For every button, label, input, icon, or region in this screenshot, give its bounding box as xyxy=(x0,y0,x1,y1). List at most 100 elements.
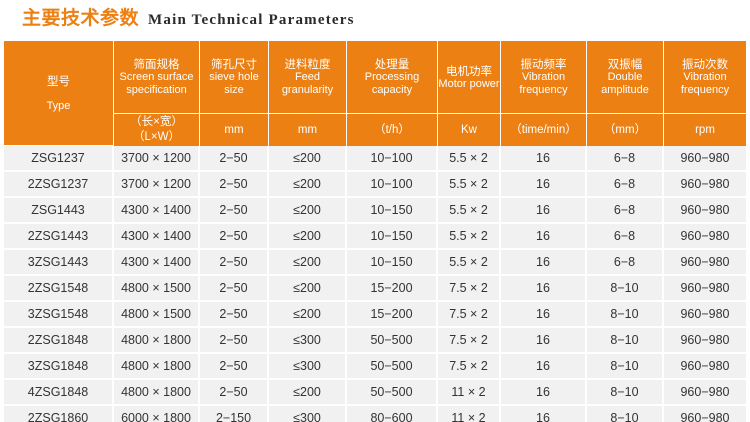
header-col-type-cn: 型号 xyxy=(47,73,70,88)
cell-sieve-hole: 2−50 xyxy=(200,172,269,198)
header-col-vibration-frequency: 振动频率 Vibration frequency xyxy=(501,41,587,114)
cell-motor-power: 7.5 × 2 xyxy=(438,302,501,328)
cell-vibration-frequency: 16 xyxy=(501,250,587,276)
cell-double-amplitude: 8−10 xyxy=(587,302,664,328)
cell-vibration-frequency: 16 xyxy=(501,380,587,406)
cell-feed-granularity: ≤300 xyxy=(269,354,347,380)
cell-motor-power: 5.5 × 2 xyxy=(438,172,501,198)
cell-type: 2ZSG1443 xyxy=(4,224,114,250)
cell-double-amplitude: 6−8 xyxy=(587,146,664,172)
cell-feed-granularity: ≤300 xyxy=(269,328,347,354)
unit-sieve-hole: mm xyxy=(200,114,269,146)
cell-vibration-count: 960−980 xyxy=(664,380,746,406)
cell-screen-surface: 4800 × 1500 xyxy=(114,302,200,328)
cell-type: 2ZSG1848 xyxy=(4,328,114,354)
cell-screen-surface: 4800 × 1800 xyxy=(114,328,200,354)
header-col-motor-power: 电机功率 Motor power xyxy=(438,41,501,114)
cell-vibration-frequency: 16 xyxy=(501,276,587,302)
cell-processing-capacity: 50−500 xyxy=(347,354,438,380)
cell-vibration-count: 960−980 xyxy=(664,328,746,354)
cell-sieve-hole: 2−50 xyxy=(200,328,269,354)
unit-motor-power: Kw xyxy=(438,114,501,146)
cell-type: 2ZSG1548 xyxy=(4,276,114,302)
table-row: 2ZSG1548 4800 × 1500 2−50 ≤200 15−200 7.5 × 2… xyxy=(4,276,746,302)
cell-processing-capacity: 10−100 xyxy=(347,146,438,172)
cell-vibration-frequency: 16 xyxy=(501,146,587,172)
cell-screen-surface: 6000 × 1800 xyxy=(114,406,200,422)
table-row: 2ZSG1860 6000 × 1800 2−150 ≤300 80−600 11 × 2… xyxy=(4,406,746,422)
header-col-feed-granularity: 进料粒度 Feed granularity xyxy=(269,41,347,114)
cell-double-amplitude: 8−10 xyxy=(587,354,664,380)
unit-screen-surface-en: （L×W） xyxy=(133,131,180,143)
cell-sieve-hole: 2−50 xyxy=(200,250,269,276)
cell-type: ZSG1443 xyxy=(4,198,114,224)
cell-feed-granularity: ≤200 xyxy=(269,146,347,172)
cell-vibration-count: 960−980 xyxy=(664,250,746,276)
cell-screen-surface: 4800 × 1800 xyxy=(114,354,200,380)
table-row: 3ZSG1548 4800 × 1500 2−50 ≤200 15−200 7.5 × 2… xyxy=(4,302,746,328)
cell-motor-power: 5.5 × 2 xyxy=(438,146,501,172)
cell-vibration-frequency: 16 xyxy=(501,302,587,328)
cell-processing-capacity: 15−200 xyxy=(347,302,438,328)
header-col-motor-power-en: Motor power xyxy=(438,77,500,90)
cell-screen-surface: 3700 × 1200 xyxy=(114,146,200,172)
cell-motor-power: 11 × 2 xyxy=(438,380,501,406)
table-header: 型号 Type 筛面规格 Screen surface specificatio… xyxy=(4,41,746,146)
cell-vibration-count: 960−980 xyxy=(664,354,746,380)
cell-motor-power: 5.5 × 2 xyxy=(438,250,501,276)
spec-table-container: 型号 Type 筛面规格 Screen surface specificatio… xyxy=(4,41,746,422)
header-row-titles: 型号 Type 筛面规格 Screen surface specificatio… xyxy=(4,41,746,146)
cell-type: ZSG1237 xyxy=(4,146,114,172)
header-col-feed-granularity-cn: 进料粒度 xyxy=(284,57,331,71)
header-col-vibration-count: 振动次数 Vibration frequency xyxy=(664,41,746,114)
header-col-processing-capacity-en: Processing capacity xyxy=(364,71,420,96)
cell-double-amplitude: 8−10 xyxy=(587,328,664,354)
cell-processing-capacity: 50−500 xyxy=(347,328,438,354)
cell-motor-power: 11 × 2 xyxy=(438,406,501,422)
cell-type: 3ZSG1848 xyxy=(4,354,114,380)
cell-double-amplitude: 8−10 xyxy=(587,406,664,422)
cell-vibration-count: 960−980 xyxy=(664,224,746,250)
cell-sieve-hole: 2−50 xyxy=(200,276,269,302)
technical-parameters-table: 型号 Type 筛面规格 Screen surface specificatio… xyxy=(4,41,746,422)
header-col-type-en: Type xyxy=(46,99,71,112)
cell-motor-power: 7.5 × 2 xyxy=(438,328,501,354)
cell-sieve-hole: 2−50 xyxy=(200,302,269,328)
cell-processing-capacity: 10−150 xyxy=(347,198,438,224)
header-col-motor-power-cn: 电机功率 xyxy=(446,63,492,78)
cell-feed-granularity: ≤200 xyxy=(269,198,347,224)
unit-vibration-frequency: （time/min） xyxy=(501,114,587,146)
cell-sieve-hole: 2−50 xyxy=(200,224,269,250)
table-row: 2ZSG1443 4300 × 1400 2−50 ≤200 10−150 5.5 × 2… xyxy=(4,224,746,250)
header-col-type: 型号 Type xyxy=(4,41,114,146)
cell-feed-granularity: ≤200 xyxy=(269,380,347,406)
cell-vibration-count: 960−980 xyxy=(664,172,746,198)
cell-vibration-frequency: 16 xyxy=(501,198,587,224)
cell-sieve-hole: 2−50 xyxy=(200,198,269,224)
header-col-vibration-frequency-cn: 振动频率 xyxy=(520,57,567,71)
header-col-screen-surface-en: Screen surface specification xyxy=(119,71,194,96)
table-row: 3ZSG1848 4800 × 1800 2−50 ≤300 50−500 7.5 × 2… xyxy=(4,354,746,380)
cell-processing-capacity: 10−150 xyxy=(347,224,438,250)
header-col-screen-surface-cn: 筛面规格 xyxy=(133,57,180,71)
header-col-screen-surface: 筛面规格 Screen surface specification xyxy=(114,41,200,114)
header-col-vibration-frequency-en: Vibration frequency xyxy=(519,71,568,96)
cell-processing-capacity: 10−150 xyxy=(347,250,438,276)
cell-sieve-hole: 2−50 xyxy=(200,380,269,406)
header-col-feed-granularity-en: Feed granularity xyxy=(281,71,334,96)
cell-processing-capacity: 50−500 xyxy=(347,380,438,406)
cell-motor-power: 5.5 × 2 xyxy=(438,224,501,250)
header-col-double-amplitude-en: Double amplitude xyxy=(601,71,649,96)
header-col-processing-capacity-cn: 处理量 xyxy=(374,57,410,71)
cell-sieve-hole: 2−50 xyxy=(200,146,269,172)
cell-double-amplitude: 6−8 xyxy=(587,250,664,276)
header-col-double-amplitude-cn: 双振幅 xyxy=(607,57,643,71)
cell-vibration-count: 960−980 xyxy=(664,146,746,172)
header-col-sieve-hole-cn: 筛孔尺寸 xyxy=(211,57,257,71)
cell-feed-granularity: ≤200 xyxy=(269,250,347,276)
cell-double-amplitude: 6−8 xyxy=(587,172,664,198)
cell-sieve-hole: 2−50 xyxy=(200,354,269,380)
